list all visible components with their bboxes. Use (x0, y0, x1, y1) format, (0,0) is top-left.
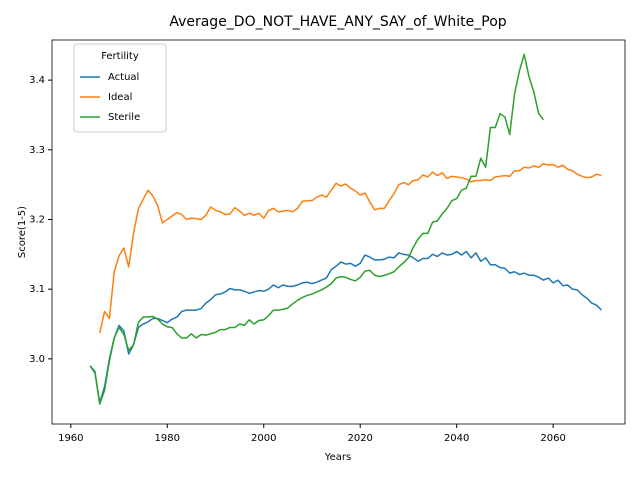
series-line (99, 163, 602, 334)
legend-label: Ideal (108, 92, 132, 103)
legend-label: Actual (108, 72, 139, 83)
legend-label: Sterile (108, 112, 140, 123)
y-tick-label: 3.4 (29, 75, 45, 86)
y-tick-label: 3.2 (29, 214, 45, 225)
legend-box (73, 43, 167, 133)
x-tick-label: 1980 (155, 433, 180, 444)
plot-frame (51, 39, 626, 425)
x-tick-label: 2000 (251, 433, 276, 444)
y-tick-label: 3.3 (29, 145, 45, 156)
x-axis-label: Years (324, 452, 351, 463)
chart-title: Average_DO_NOT_HAVE_ANY_SAY_of_White_Pop (169, 14, 506, 30)
series-line (89, 53, 545, 405)
x-tick-label: 2040 (444, 433, 469, 444)
x-tick-label: 2020 (347, 433, 372, 444)
series-line (89, 250, 602, 404)
legend-title: Fertility (101, 51, 139, 62)
y-axis-label: Score(1-5) (17, 206, 28, 258)
x-tick-label: 2060 (540, 433, 565, 444)
y-tick-label: 3.0 (29, 354, 45, 365)
x-tick-label: 1960 (58, 433, 83, 444)
y-tick-label: 3.1 (29, 284, 45, 295)
